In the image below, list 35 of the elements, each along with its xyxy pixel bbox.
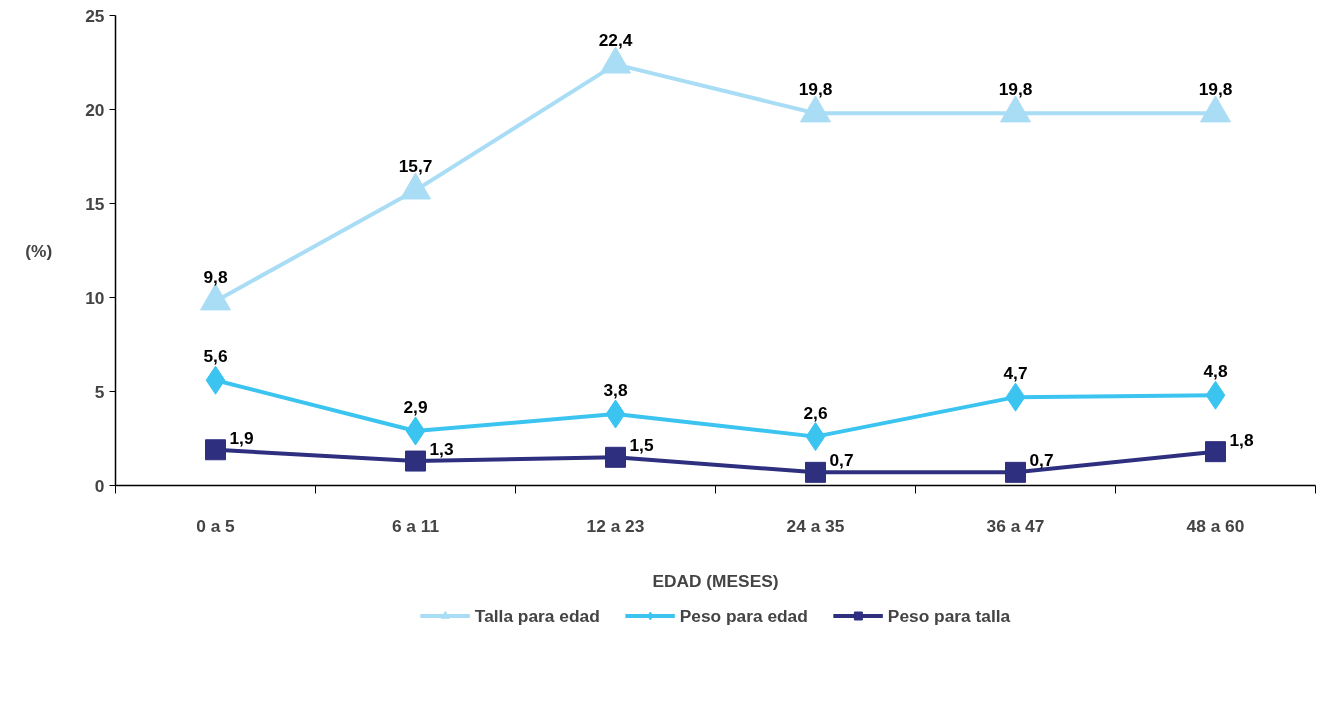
data-label: 1,8 (1229, 429, 1254, 450)
x-axis-title: EDAD (MESES) (652, 570, 779, 591)
x-tick-label: 0 a 5 (196, 515, 236, 536)
data-label: 1,9 (229, 427, 254, 448)
y-tick-label: 15 (85, 193, 105, 214)
y-axis-title: (%) (25, 240, 53, 261)
legend-label: Peso para talla (887, 605, 1011, 626)
data-label: 15,7 (398, 156, 433, 177)
data-label: 3,8 (603, 380, 628, 401)
data-label: 4,8 (1203, 361, 1228, 382)
data-label: 9,8 (203, 267, 228, 288)
y-tick-label: 5 (94, 381, 105, 402)
data-label: 1,3 (429, 439, 454, 460)
y-tick-label: 25 (85, 5, 105, 26)
data-label: 2,9 (403, 396, 428, 417)
data-label: 0,7 (1029, 450, 1054, 471)
y-tick-label: 20 (85, 99, 105, 120)
legend-label: Peso para edad (679, 605, 808, 626)
data-label: 1,5 (629, 435, 654, 456)
x-tick-label: 48 a 60 (1186, 515, 1245, 536)
x-tick-label: 12 a 23 (586, 515, 645, 536)
x-tick-label: 24 a 35 (786, 515, 845, 536)
data-label: 4,7 (1003, 363, 1028, 384)
data-label: 0,7 (829, 450, 854, 471)
data-label: 22,4 (598, 30, 633, 51)
legend-label: Talla para edad (474, 605, 600, 626)
data-label: 19,8 (1198, 79, 1233, 100)
x-tick-label: 6 a 11 (391, 515, 440, 536)
data-label: 5,6 (203, 346, 228, 367)
data-label: 2,6 (803, 402, 828, 423)
y-tick-label: 10 (85, 287, 105, 308)
x-tick-label: 36 a 47 (986, 515, 1045, 536)
data-label: 19,8 (798, 79, 833, 100)
data-label: 19,8 (998, 79, 1033, 100)
y-tick-label: 0 (94, 475, 105, 496)
